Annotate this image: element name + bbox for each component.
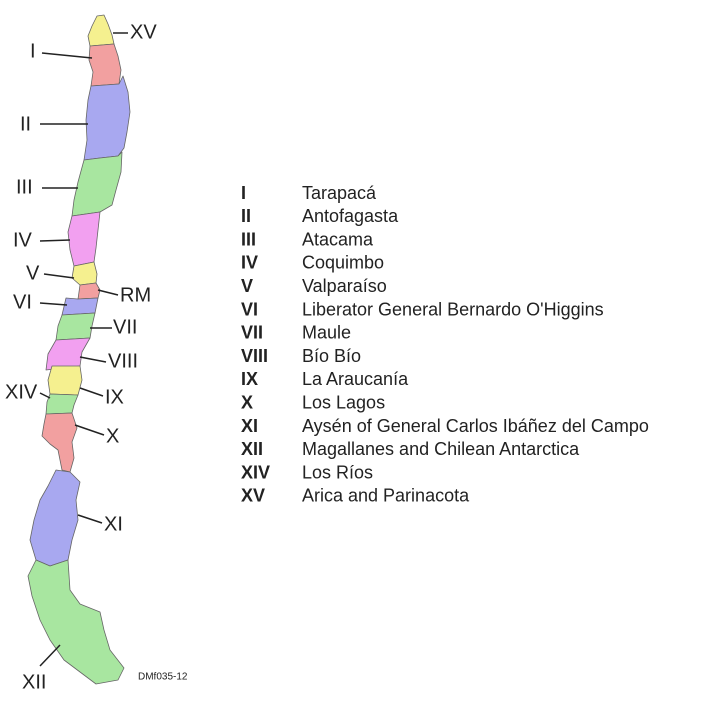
legend-name: Valparaíso bbox=[302, 276, 387, 296]
legend-name: Atacama bbox=[302, 229, 374, 249]
legend-numeral: VIII bbox=[241, 346, 268, 366]
region-iii bbox=[71, 151, 123, 217]
leader-lines bbox=[39, 32, 128, 667]
legend-name: Bío Bío bbox=[302, 346, 361, 366]
region-label: II bbox=[20, 113, 31, 135]
region-label: I bbox=[30, 40, 36, 62]
legend-numeral: XII bbox=[241, 439, 263, 459]
region-label: X bbox=[106, 425, 119, 447]
region-vii bbox=[55, 312, 96, 341]
legend-numeral: X bbox=[241, 392, 253, 412]
region-x bbox=[41, 412, 78, 473]
region-label: V bbox=[26, 262, 40, 284]
legend-name: Aysén of General Carlos Ibáñez del Campo bbox=[302, 416, 649, 436]
region-i bbox=[88, 43, 122, 87]
legend-name: Antofagasta bbox=[302, 206, 399, 226]
region-xiv bbox=[45, 393, 79, 415]
leader-line bbox=[79, 356, 107, 363]
region-label: XI bbox=[104, 513, 123, 535]
legend-numeral: VII bbox=[241, 323, 263, 343]
region-label: VI bbox=[13, 291, 32, 313]
legend-name: Arica and Parinacota bbox=[302, 486, 470, 506]
region-rm bbox=[77, 282, 101, 300]
region-label: III bbox=[16, 176, 33, 198]
chile-map bbox=[27, 14, 131, 685]
legend-name: La Araucanía bbox=[302, 369, 409, 389]
leader-line bbox=[39, 644, 61, 667]
legend-numeral: XV bbox=[241, 486, 265, 506]
region-iv bbox=[67, 211, 101, 267]
map-labels: XV I II III IV V RM VI VII VIII XIV IX X… bbox=[5, 21, 157, 693]
leader-line bbox=[97, 289, 119, 296]
region-xii bbox=[27, 559, 125, 685]
region-viii bbox=[45, 337, 91, 371]
leader-line bbox=[41, 52, 93, 59]
region-label: IX bbox=[105, 386, 124, 408]
legend-name: Maule bbox=[302, 323, 351, 343]
legend-numeral: XIV bbox=[241, 462, 270, 482]
legend-name: Los Lagos bbox=[302, 392, 385, 412]
legend-numeral: VI bbox=[241, 299, 258, 319]
region-xi bbox=[29, 469, 81, 567]
leader-line bbox=[39, 392, 51, 399]
region-vi bbox=[61, 297, 99, 316]
legend-numeral: II bbox=[241, 206, 251, 226]
region-label: IV bbox=[13, 229, 33, 251]
legend-name: Magallanes and Chilean Antarctica bbox=[302, 439, 580, 459]
leader-line bbox=[39, 239, 71, 242]
legend: I Tarapacá II Antofagasta III Atacama IV Coquim… bbox=[241, 183, 649, 506]
region-v bbox=[71, 261, 98, 286]
legend-numeral: IV bbox=[241, 253, 258, 273]
legend-numeral: V bbox=[241, 276, 253, 296]
legend-name: Los Ríos bbox=[302, 462, 373, 482]
legend-name: Tarapacá bbox=[302, 183, 377, 203]
leader-line bbox=[79, 387, 104, 397]
legend-numeral: IX bbox=[241, 369, 258, 389]
credit: DMf035-12 bbox=[138, 672, 188, 683]
legend-name: Liberator General Bernardo O'Higgins bbox=[302, 299, 604, 319]
region-ii bbox=[83, 75, 131, 161]
region-xv bbox=[87, 14, 115, 47]
leader-line bbox=[74, 424, 105, 436]
region-label: XII bbox=[22, 671, 46, 693]
leader-line bbox=[77, 514, 103, 524]
region-label: XIV bbox=[5, 381, 38, 403]
region-label: VII bbox=[113, 316, 137, 338]
region-label: XV bbox=[130, 21, 157, 43]
legend-name: Coquimbo bbox=[302, 253, 384, 273]
region-label: VIII bbox=[108, 350, 138, 372]
legend-numeral: XI bbox=[241, 416, 258, 436]
region-label: RM bbox=[120, 284, 151, 306]
legend-numeral: III bbox=[241, 229, 256, 249]
legend-numeral: I bbox=[241, 183, 246, 203]
leader-line bbox=[43, 273, 75, 279]
region-ix bbox=[47, 365, 83, 396]
leader-line bbox=[39, 302, 68, 306]
